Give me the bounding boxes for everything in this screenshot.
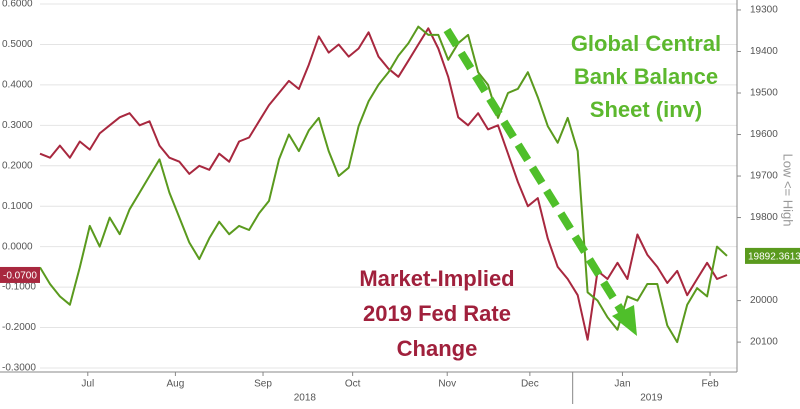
series-line	[39, 27, 728, 341]
y-tick-label: 0.4000	[2, 80, 33, 91]
x-tick-label: Jul	[81, 379, 94, 390]
annotation-red: Market-Implied	[359, 266, 514, 291]
series-line	[39, 25, 728, 344]
y2-tick-label: 19700	[750, 171, 778, 182]
year-label: 2019	[640, 393, 663, 404]
y-tick-label: 0.6000	[2, 0, 33, 10]
x-tick-label: Aug	[167, 379, 185, 390]
trend-arrow	[443, 27, 631, 323]
y2-tick-label: 19800	[750, 212, 778, 223]
y-tick-label: -0.2000	[2, 322, 36, 333]
x-tick-label: Nov	[438, 379, 456, 390]
x-tick-label: Dec	[521, 379, 539, 390]
lines	[39, 25, 728, 344]
y-tick-label: 0.0000	[2, 241, 33, 252]
year-label: 2018	[294, 393, 317, 404]
arrow-head	[612, 305, 637, 336]
x-tick-label: Sep	[254, 379, 272, 390]
last-value-box	[745, 247, 800, 264]
y-tick-label: 0.2000	[2, 160, 33, 171]
y2-tick-label: 19600	[750, 129, 778, 140]
y2-tick-label: 19500	[750, 88, 778, 99]
axis-note: Low <= High	[781, 154, 796, 227]
y-tick-label: 0.1000	[2, 201, 33, 212]
y2-tick-label: 20000	[750, 295, 778, 306]
y2-tick-label: 20100	[750, 337, 778, 348]
y-tick-label: -0.1000	[2, 282, 36, 293]
grid	[0, 0, 741, 404]
y-tick-label: 0.5000	[2, 39, 33, 50]
x-tick-label: Oct	[345, 379, 361, 390]
last-value-box	[0, 266, 40, 283]
y2-tick-label: 19400	[750, 46, 778, 57]
annotation-green: Sheet (inv)	[590, 97, 702, 122]
last-value-label: 19892.3613	[748, 252, 800, 263]
last-value-label: -0.0700	[3, 271, 37, 282]
y-tick-label: 0.3000	[2, 120, 33, 131]
x-tick-label: Jan	[614, 379, 630, 390]
annotation-green: Bank Balance	[574, 64, 718, 89]
annotation-red: Change	[397, 336, 478, 361]
y2-tick-label: 19300	[750, 5, 778, 16]
annotation-green: Global Central	[571, 31, 721, 56]
x-tick-label: Feb	[701, 379, 719, 390]
y-tick-label: -0.3000	[2, 363, 36, 374]
annotation-red: 2019 Fed Rate	[363, 301, 511, 326]
